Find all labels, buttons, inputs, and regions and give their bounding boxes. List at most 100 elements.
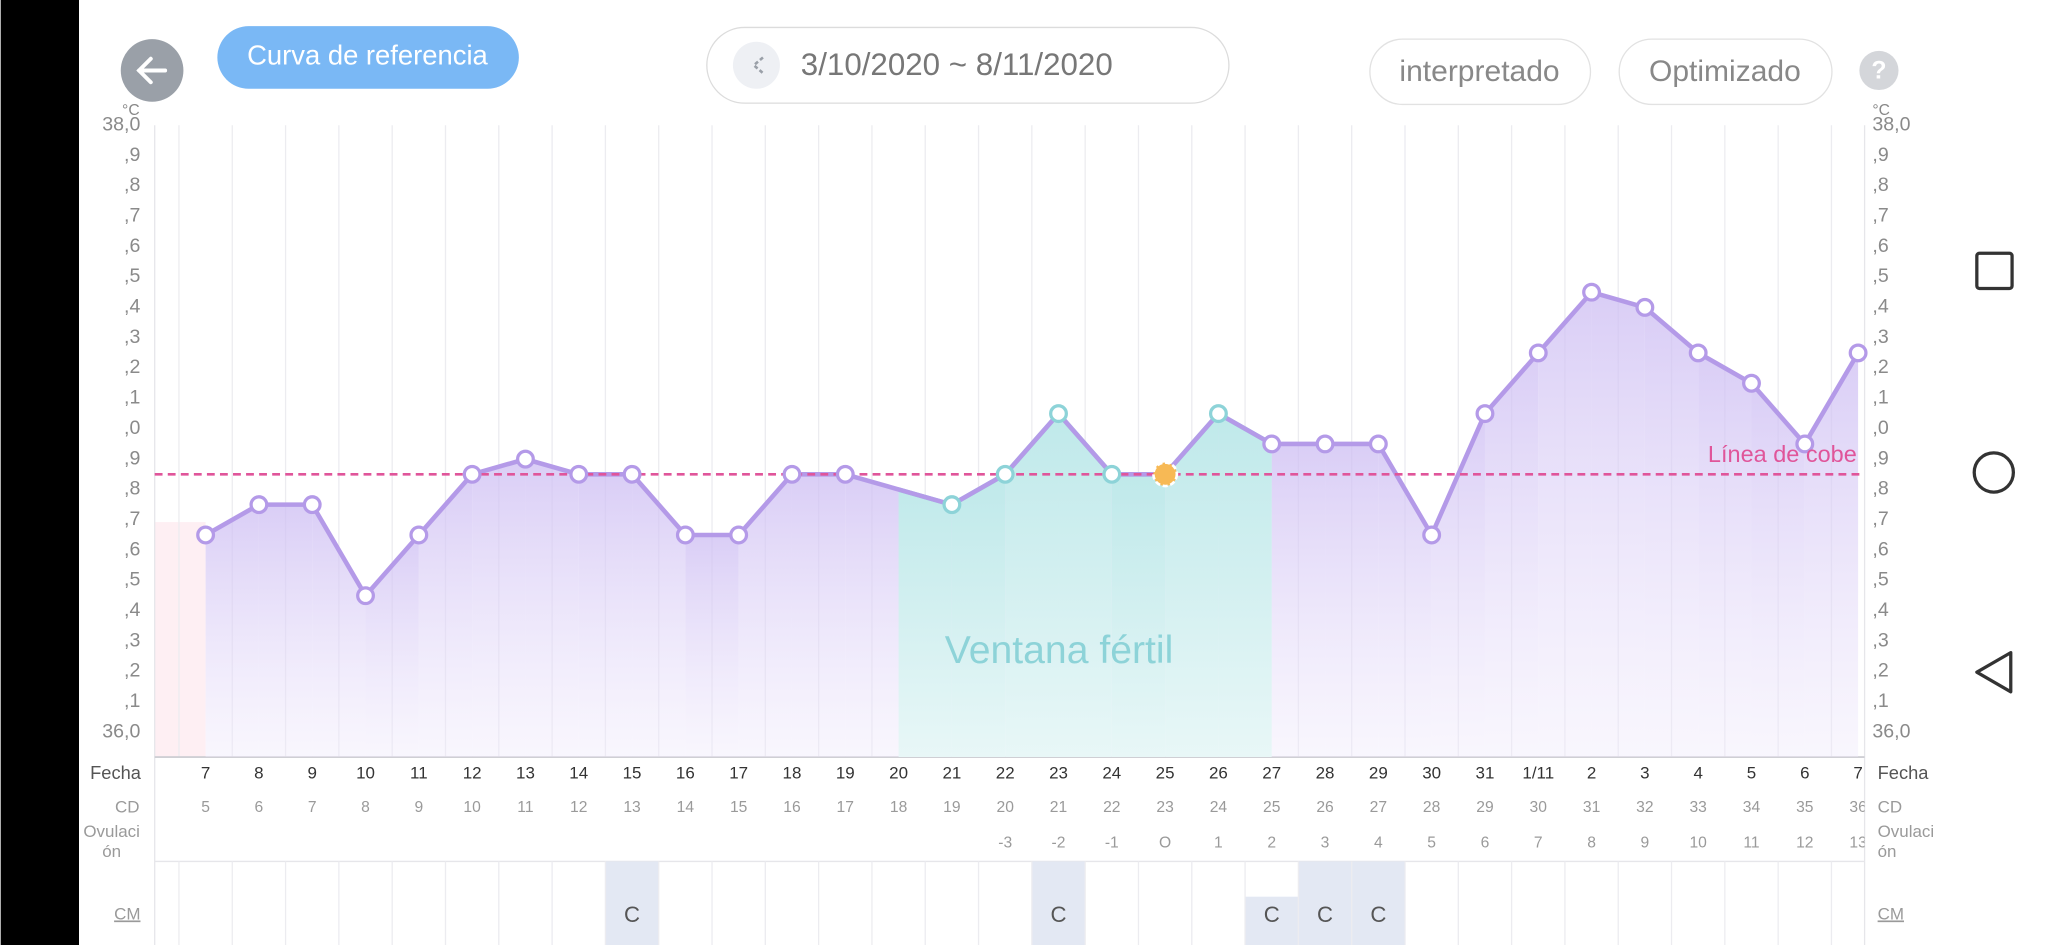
temperature-marker bbox=[1635, 297, 1655, 317]
interpret-button[interactable] bbox=[1369, 38, 1592, 106]
help-button[interactable] bbox=[1859, 50, 1899, 91]
cm-label: C bbox=[1264, 902, 1280, 927]
y-tick-label-right: 36,0 bbox=[1872, 720, 1910, 742]
y-tick-label-right: ,2 bbox=[1872, 356, 1888, 378]
cm-label: C bbox=[1370, 902, 1386, 927]
temperature-marker bbox=[302, 495, 322, 515]
date-label: 4 bbox=[1693, 763, 1702, 782]
fertile-label: Ventana fértil bbox=[945, 629, 1173, 672]
cd-row-label: CD bbox=[115, 797, 140, 816]
cd-label: 31 bbox=[1583, 799, 1600, 816]
date-label: 25 bbox=[1156, 763, 1175, 782]
optimize-label: Optimizado bbox=[1649, 55, 1801, 88]
line-segment bbox=[1749, 380, 1808, 447]
y-tick-label-right: ,2 bbox=[1872, 660, 1888, 682]
ovulation-label: 4 bbox=[1374, 834, 1383, 851]
ovulation-row-label-right: ón bbox=[1878, 842, 1897, 861]
temperature-marker bbox=[782, 464, 802, 484]
y-tick-label-right: ,1 bbox=[1872, 690, 1888, 712]
cd-label: 12 bbox=[570, 799, 587, 816]
y-tick-label-right: ,7 bbox=[1872, 205, 1888, 227]
area-segment bbox=[1378, 443, 1432, 758]
date-label: 26 bbox=[1209, 763, 1228, 782]
temperature-marker bbox=[729, 525, 749, 545]
cd-label: 28 bbox=[1423, 799, 1441, 816]
cd-row-label-right: CD bbox=[1878, 797, 1903, 816]
temperature-marker bbox=[835, 464, 855, 484]
y-tick-label: ,3 bbox=[124, 629, 140, 651]
cd-label: 7 bbox=[308, 799, 317, 816]
ovulation-label: -1 bbox=[1105, 834, 1119, 851]
date-label: 23 bbox=[1049, 763, 1068, 782]
area-segment bbox=[1751, 383, 1805, 758]
line-segment bbox=[1642, 305, 1701, 356]
line-segment bbox=[416, 472, 475, 538]
temperature-marker bbox=[995, 464, 1015, 484]
cm-cell bbox=[1351, 861, 1406, 945]
cd-label: 19 bbox=[943, 799, 960, 816]
area-segment bbox=[472, 459, 526, 758]
date-label: 22 bbox=[996, 763, 1015, 782]
temperature-marker bbox=[1528, 343, 1548, 363]
date-label: 17 bbox=[729, 763, 748, 782]
temperature-marker bbox=[196, 525, 216, 545]
cd-label: 10 bbox=[463, 799, 481, 816]
nav-recent[interactable] bbox=[1975, 251, 2014, 291]
temperature-marker bbox=[515, 449, 535, 469]
y-tick-label: ,4 bbox=[124, 296, 140, 318]
date-label: 8 bbox=[254, 763, 263, 782]
y-tick-label: ,6 bbox=[124, 235, 140, 257]
date-label: 7 bbox=[201, 763, 210, 782]
date-range-pill[interactable] bbox=[706, 26, 1230, 104]
cd-label: 17 bbox=[837, 799, 854, 816]
nav-home[interactable] bbox=[1972, 451, 2016, 494]
cm-label: C bbox=[1051, 902, 1067, 927]
cd-label: 22 bbox=[1103, 799, 1120, 816]
line-segment bbox=[1429, 411, 1488, 538]
date-label: 12 bbox=[463, 763, 482, 782]
date-label: 15 bbox=[623, 763, 642, 782]
temperature-marker bbox=[1262, 434, 1282, 454]
date-icon-arrow bbox=[751, 56, 764, 75]
line-segment bbox=[949, 472, 1008, 507]
temperature-marker bbox=[1475, 404, 1495, 424]
optimize-button[interactable] bbox=[1618, 38, 1833, 106]
cd-label: 9 bbox=[414, 799, 423, 816]
line-segment bbox=[1056, 411, 1115, 477]
y-tick-label-right: ,8 bbox=[1872, 478, 1888, 500]
y-tick-label: ,7 bbox=[124, 508, 140, 530]
nav-back[interactable] bbox=[1975, 650, 2013, 694]
y-tick-label-right: ,3 bbox=[1872, 629, 1888, 651]
y-tick-label: 36,0 bbox=[102, 720, 140, 742]
date-label: 10 bbox=[356, 763, 375, 782]
line-segment bbox=[1216, 411, 1275, 447]
line-segment bbox=[309, 502, 368, 598]
temperature-marker bbox=[942, 495, 962, 515]
y-tick-label-right: ,8 bbox=[1872, 174, 1888, 196]
y-tick-label: ,1 bbox=[124, 690, 140, 712]
date-label: 9 bbox=[308, 763, 317, 782]
ovulation-label: 6 bbox=[1481, 834, 1490, 851]
ovulation-label: 2 bbox=[1267, 834, 1276, 851]
fertile-area-segment bbox=[898, 489, 952, 758]
back-icon bbox=[136, 56, 168, 85]
cd-label: 32 bbox=[1636, 799, 1653, 816]
temperature-marker bbox=[356, 586, 375, 606]
date-label: 27 bbox=[1262, 763, 1281, 782]
cd-label: 11 bbox=[517, 799, 533, 816]
y-tick-label: ,2 bbox=[124, 660, 140, 682]
ovulation-row-label: ón bbox=[102, 842, 121, 861]
y-tick-label-right: ,6 bbox=[1872, 538, 1888, 560]
reference-button[interactable] bbox=[217, 26, 519, 89]
y-tick-label: ,7 bbox=[124, 205, 140, 227]
cm-label: C bbox=[1317, 902, 1333, 927]
date-label: 21 bbox=[942, 763, 961, 782]
temperature-marker bbox=[409, 525, 429, 545]
ovulation-label: O bbox=[1159, 834, 1171, 851]
temperature-marker bbox=[1368, 434, 1388, 454]
left-bezel bbox=[0, 0, 80, 945]
temperature-marker bbox=[1049, 404, 1068, 424]
ovulation-label: 3 bbox=[1321, 834, 1330, 851]
